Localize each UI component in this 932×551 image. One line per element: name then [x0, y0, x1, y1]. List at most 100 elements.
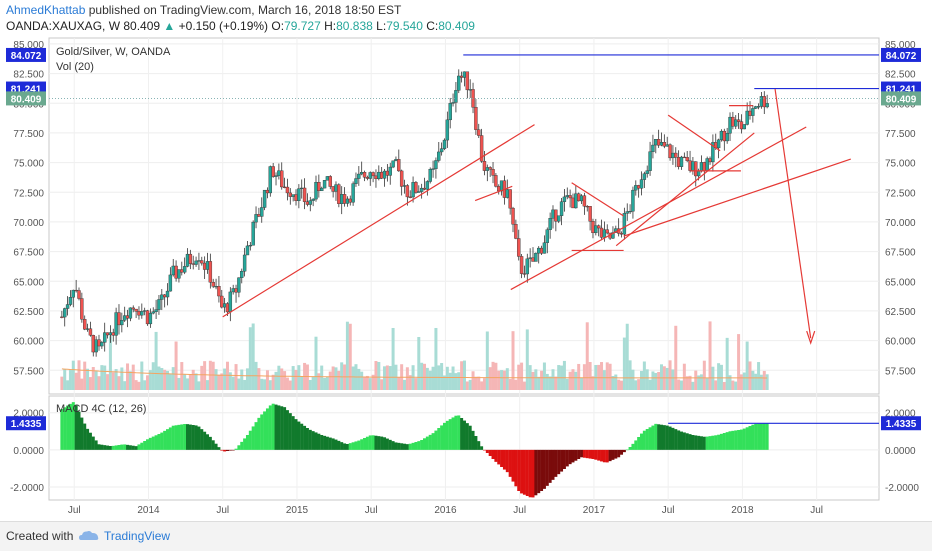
- triangle-top-2017: [667, 114, 721, 152]
- candle-down: [83, 319, 87, 330]
- volume-bar: [460, 361, 464, 390]
- candle-down: [459, 75, 464, 78]
- author-link[interactable]: AhmedKhattab: [6, 3, 86, 17]
- macd-bar: [431, 433, 435, 450]
- volume-bar: [614, 374, 618, 390]
- volume-bar: [220, 373, 224, 390]
- volume-bar: [699, 374, 703, 390]
- macd-bar: [457, 415, 461, 450]
- tradingview-link[interactable]: TradingView: [104, 529, 171, 543]
- candle-up: [419, 187, 424, 192]
- volume-bar: [408, 375, 412, 390]
- volume-bar: [674, 325, 678, 390]
- volume-bar: [471, 371, 475, 390]
- macd-bar: [677, 430, 681, 450]
- macd-bar: [554, 449, 558, 477]
- volume-bar: [168, 373, 172, 390]
- volume-bar: [540, 370, 544, 390]
- macd-bar: [600, 449, 604, 462]
- volume-bar: [588, 361, 592, 390]
- volume-bar: [137, 381, 141, 390]
- candle-down: [342, 194, 347, 204]
- volume-bar: [477, 376, 481, 390]
- price-tick-left: 65.000: [13, 277, 44, 288]
- volume-bar: [171, 367, 175, 390]
- volume-bar: [60, 376, 64, 390]
- volume-bar: [251, 323, 255, 390]
- candle-up: [756, 106, 761, 108]
- macd-bar: [754, 423, 758, 450]
- macd-bar: [751, 424, 755, 450]
- macd-bar: [671, 427, 675, 450]
- candle-down: [125, 315, 130, 319]
- macd-bar: [380, 436, 384, 450]
- volume-bar: [111, 372, 115, 390]
- candle-down: [302, 187, 307, 202]
- volume-bar: [368, 378, 372, 390]
- macd-bar: [291, 416, 295, 450]
- candle-up: [651, 144, 655, 152]
- chart-svg[interactable]: 85.00085.00082.50082.50080.00080.00077.5…: [0, 0, 932, 521]
- candle-up: [185, 253, 190, 267]
- tradingview-cloud-icon: [79, 531, 99, 540]
- macd-pane-border: [48, 395, 880, 501]
- volume-bar: [508, 378, 512, 390]
- macd-bar: [437, 428, 441, 450]
- volume-bar: [291, 366, 295, 390]
- candle-up: [628, 210, 632, 213]
- macd-bar: [408, 443, 412, 450]
- chart-title: Gold/Silver, W, OANDA: [56, 46, 171, 58]
- macd-bar: [74, 405, 78, 450]
- macd-bar: [620, 449, 624, 455]
- candle-up: [545, 229, 549, 243]
- candle-down: [508, 189, 512, 209]
- macd-bar: [331, 438, 335, 450]
- candle-down: [636, 185, 641, 189]
- volume-bar: [294, 369, 298, 390]
- candle-down: [77, 290, 81, 299]
- macd-bar: [705, 436, 709, 450]
- macd-bar: [183, 424, 187, 450]
- volume-bar: [717, 363, 721, 390]
- volume-bar: [577, 363, 581, 390]
- trendline-2014: [222, 124, 535, 318]
- macd-bar: [691, 435, 695, 450]
- macd-bar: [665, 425, 669, 450]
- resistance-price-tag-right: 84.072: [886, 51, 917, 62]
- time-tick: 2015: [286, 505, 309, 516]
- macd-tick-right: 2.0000: [885, 409, 916, 420]
- time-tick: Jul: [68, 505, 81, 516]
- open-label: O:: [271, 19, 285, 33]
- candle-up: [359, 172, 364, 175]
- candle-down: [200, 260, 204, 264]
- resistance-price-tag: 84.072: [11, 51, 42, 62]
- macd-bar: [243, 438, 247, 450]
- macd-bar: [748, 426, 752, 450]
- macd-bar: [225, 449, 229, 451]
- candle-up: [85, 328, 90, 330]
- macd-bar: [228, 449, 232, 451]
- volume-bar: [285, 377, 289, 390]
- volume-bar: [582, 364, 586, 390]
- candle-up: [716, 139, 721, 149]
- volume-bar: [428, 370, 432, 390]
- candle-up: [437, 151, 441, 161]
- volume-bar: [203, 361, 207, 390]
- volume-bar: [83, 361, 87, 390]
- candle-down: [488, 167, 492, 170]
- trend-drawings[interactable]: [49, 54, 879, 424]
- volume-bar: [88, 377, 92, 390]
- volume-bar: [494, 362, 498, 390]
- macd-bar: [560, 449, 564, 472]
- volume-bar: [568, 371, 572, 390]
- volume-bar: [260, 378, 264, 390]
- candle-up: [345, 198, 350, 204]
- volume-bar: [223, 368, 227, 390]
- volume-bar: [271, 374, 275, 390]
- volume-bar: [331, 366, 335, 390]
- macd-bar: [605, 449, 609, 463]
- low-value: 79.540: [386, 19, 423, 33]
- volume-bar: [591, 376, 595, 390]
- candle-up: [625, 211, 629, 214]
- candle-down: [762, 96, 766, 108]
